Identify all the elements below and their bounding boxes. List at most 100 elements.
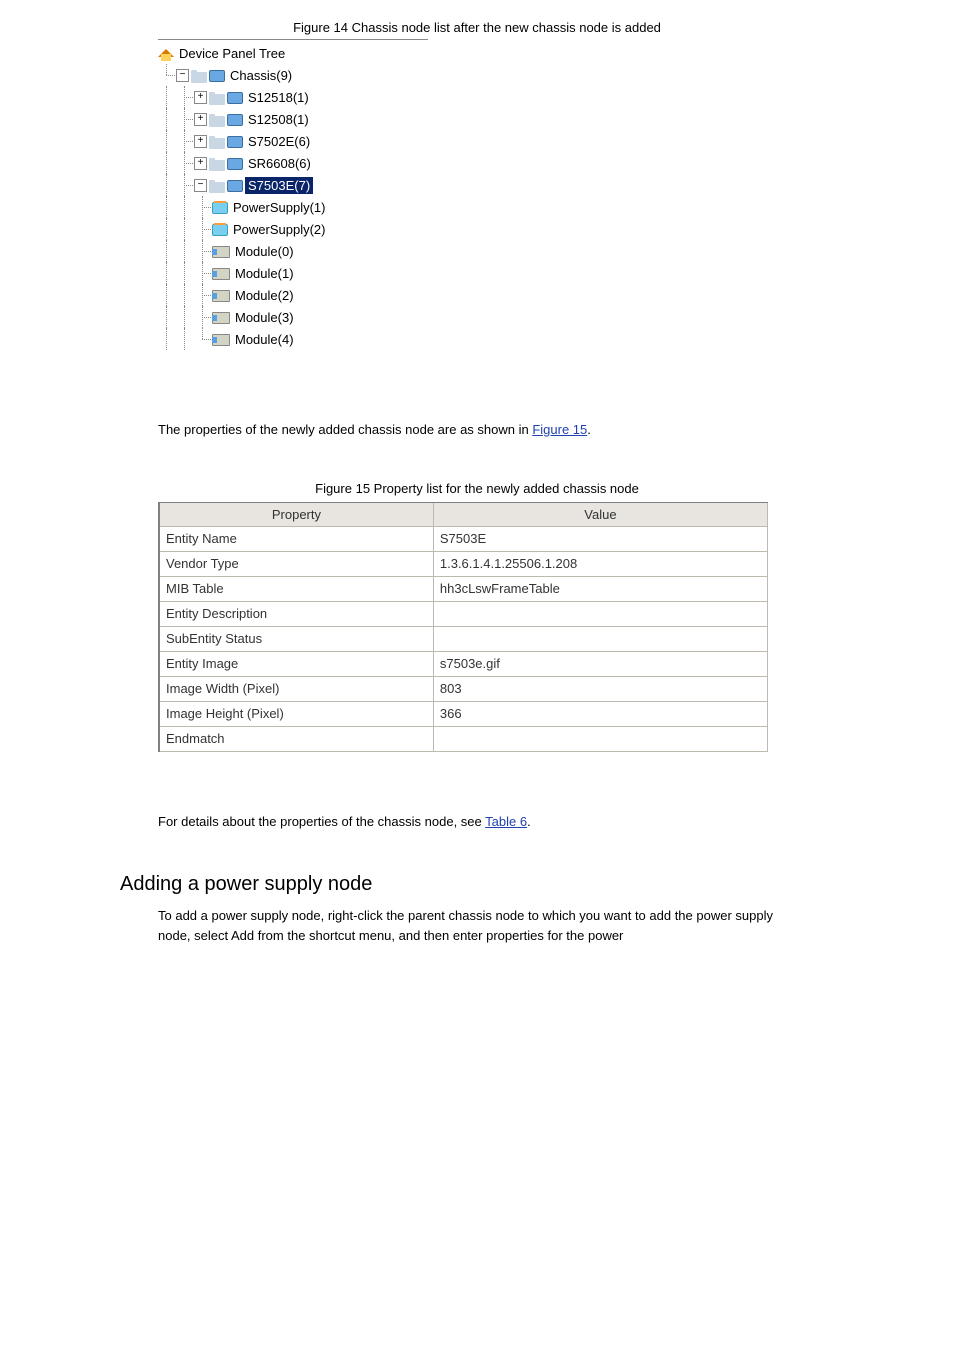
- expand-icon[interactable]: +: [194, 91, 207, 104]
- tree-connector: [176, 174, 194, 196]
- table-cell: [433, 726, 767, 751]
- table6-link[interactable]: Table 6: [485, 814, 527, 829]
- tree-node[interactable]: +S12508(1): [158, 108, 428, 130]
- table-cell: Image Width (Pixel): [160, 676, 433, 701]
- tree-connector: [158, 284, 176, 306]
- table-cell: [433, 601, 767, 626]
- device-icon: [227, 114, 243, 126]
- tree-node-label: S12518(1): [245, 89, 312, 106]
- section1-span: The properties of the newly added chassi…: [158, 422, 532, 437]
- table-cell: s7503e.gif: [433, 651, 767, 676]
- tree-leaf-label: Module(3): [232, 309, 297, 326]
- folder-icon: [209, 114, 225, 127]
- module-icon: [212, 268, 230, 280]
- table-cell: 1.3.6.1.4.1.25506.1.208: [433, 551, 767, 576]
- tree-connector: [158, 262, 176, 284]
- tree-connector: [158, 240, 176, 262]
- folder-icon: [209, 136, 225, 149]
- tree-connector: [158, 328, 176, 350]
- powersupply-icon: [212, 202, 228, 214]
- table-cell: 803: [433, 676, 767, 701]
- expand-icon[interactable]: +: [194, 135, 207, 148]
- figure15-link[interactable]: Figure 15: [532, 422, 587, 437]
- collapse-icon[interactable]: −: [176, 69, 189, 82]
- tree-node[interactable]: − S7503E(7): [158, 174, 428, 196]
- tree-connector: [194, 306, 212, 328]
- table-cell: [433, 626, 767, 651]
- folder-icon: [209, 92, 225, 105]
- tree-node-label: S7502E(6): [245, 133, 313, 150]
- table-row: Image Width (Pixel)803: [160, 676, 768, 701]
- table-cell: 366: [433, 701, 767, 726]
- tree-leaf[interactable]: PowerSupply(2): [158, 218, 428, 240]
- device-icon: [227, 158, 243, 170]
- tree-connector: [176, 130, 194, 152]
- tree-root-label: Device Panel Tree: [176, 45, 288, 62]
- tree-connector: [194, 218, 212, 240]
- tree-leaf[interactable]: Module(1): [158, 262, 428, 284]
- tree-connector: [194, 240, 212, 262]
- tree-leaf-label: Module(1): [232, 265, 297, 282]
- table-row: Vendor Type1.3.6.1.4.1.25506.1.208: [160, 551, 768, 576]
- section2-span: For details about the properties of the …: [158, 814, 485, 829]
- tree-connector: [158, 86, 176, 108]
- device-panel-tree: Device Panel Tree − Chassis(9) + S12518(1…: [158, 39, 428, 350]
- tree-connector: [176, 284, 194, 306]
- section1-text: The properties of the newly added chassi…: [158, 420, 796, 441]
- table-row: Entity NameS7503E: [160, 526, 768, 551]
- table-cell: Endmatch: [160, 726, 433, 751]
- module-icon: [212, 334, 230, 346]
- table-cell: Entity Image: [160, 651, 433, 676]
- folder-icon: [209, 180, 225, 193]
- table-cell: hh3cLswFrameTable: [433, 576, 767, 601]
- table-row: SubEntity Status: [160, 626, 768, 651]
- tree-node-label: SR6608(6): [245, 155, 314, 172]
- tree-leaf[interactable]: Module(0): [158, 240, 428, 262]
- figure1-label: Figure 14 Chassis node list after the ne…: [0, 20, 954, 35]
- table-cell: Image Height (Pixel): [160, 701, 433, 726]
- expand-icon[interactable]: +: [194, 113, 207, 126]
- device-icon: [227, 92, 243, 104]
- collapse-icon[interactable]: −: [194, 179, 207, 192]
- table-cell: Vendor Type: [160, 551, 433, 576]
- tree-leaf[interactable]: PowerSupply(1): [158, 196, 428, 218]
- tree-connector: [176, 196, 194, 218]
- module-icon: [212, 312, 230, 324]
- tree-leaf-label: PowerSupply(2): [230, 221, 329, 238]
- tree-connector: [158, 108, 176, 130]
- body-after: To add a power supply node, right-click …: [158, 906, 796, 948]
- tree-leaf[interactable]: Module(4): [158, 328, 428, 350]
- module-icon: [212, 290, 230, 302]
- tree-connector: [158, 64, 176, 86]
- tree-connector: [176, 218, 194, 240]
- tree-connector: [176, 262, 194, 284]
- tree-leaf[interactable]: Module(3): [158, 306, 428, 328]
- property-table: Property Value Entity NameS7503EVendor T…: [160, 503, 768, 752]
- tree-node[interactable]: + S7502E(6): [158, 130, 428, 152]
- tree-node-label: S7503E(7): [245, 177, 313, 194]
- folder-icon: [209, 158, 225, 171]
- tree-chassis[interactable]: − Chassis(9): [158, 64, 428, 86]
- tree-connector: [194, 262, 212, 284]
- tree-node[interactable]: + SR6608(6): [158, 152, 428, 174]
- section1-after: .: [587, 422, 591, 437]
- table-row: Entity Images7503e.gif: [160, 651, 768, 676]
- device-icon: [209, 70, 225, 82]
- table-cell: Entity Description: [160, 601, 433, 626]
- tree-connector: [176, 306, 194, 328]
- table-row: MIB Tablehh3cLswFrameTable: [160, 576, 768, 601]
- table-cell: MIB Table: [160, 576, 433, 601]
- tree-connector: [194, 284, 212, 306]
- col-property: Property: [160, 503, 433, 527]
- expand-icon[interactable]: +: [194, 157, 207, 170]
- tree-connector: [176, 152, 194, 174]
- device-icon: [227, 180, 243, 192]
- tree-connector: [176, 240, 194, 262]
- tree-leaf[interactable]: Module(2): [158, 284, 428, 306]
- tree-root[interactable]: Device Panel Tree: [158, 42, 428, 64]
- col-value: Value: [433, 503, 767, 527]
- tree-node[interactable]: + S12518(1): [158, 86, 428, 108]
- tree-connector: [158, 130, 176, 152]
- tree-connector: [158, 196, 176, 218]
- table-cell: Entity Name: [160, 526, 433, 551]
